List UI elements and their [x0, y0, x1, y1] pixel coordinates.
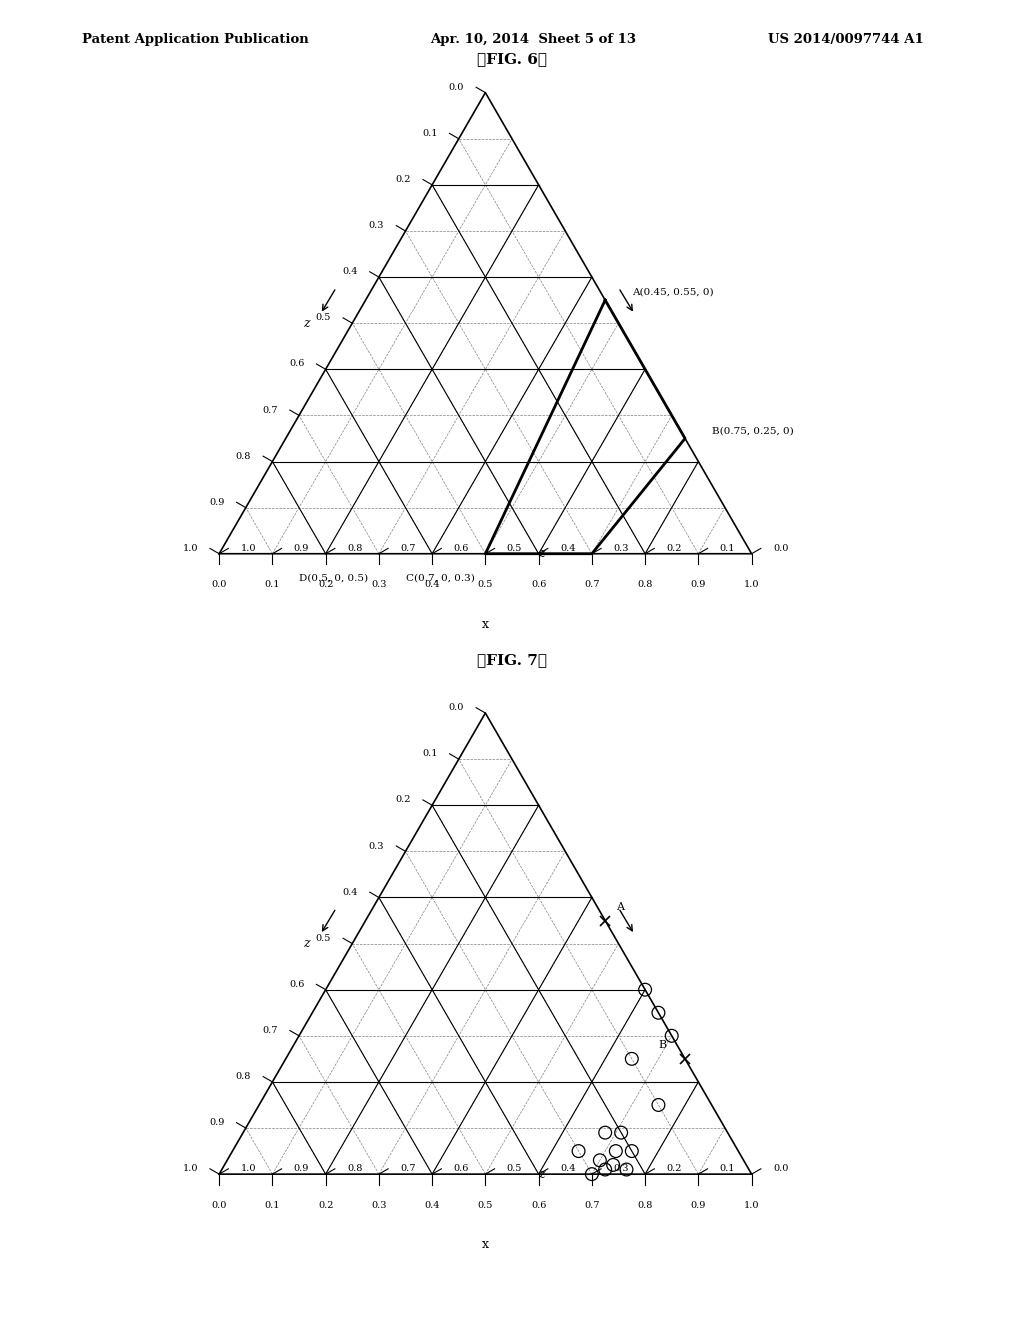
Text: x: x [482, 1238, 488, 1251]
Text: 0.1: 0.1 [264, 1201, 281, 1209]
Text: 0.0: 0.0 [212, 581, 227, 589]
Text: 0.8: 0.8 [347, 544, 362, 553]
Text: 0.0: 0.0 [449, 83, 464, 92]
Text: D(0.5, 0, 0.5): D(0.5, 0, 0.5) [299, 573, 369, 582]
Text: US 2014/0097744 A1: US 2014/0097744 A1 [768, 33, 924, 46]
Text: 0.9: 0.9 [209, 1118, 224, 1127]
Text: 0.5: 0.5 [477, 581, 494, 589]
Text: 0.7: 0.7 [584, 581, 600, 589]
Text: 0.5: 0.5 [507, 1164, 522, 1173]
Text: 0.2: 0.2 [667, 544, 682, 553]
Text: B(0.75, 0.25, 0): B(0.75, 0.25, 0) [712, 426, 794, 436]
Text: 0.2: 0.2 [317, 1201, 334, 1209]
Text: 0.4: 0.4 [424, 1201, 440, 1209]
Text: 0.0: 0.0 [773, 1164, 788, 1173]
Text: Apr. 10, 2014  Sheet 5 of 13: Apr. 10, 2014 Sheet 5 of 13 [430, 33, 636, 46]
Text: 1.0: 1.0 [182, 544, 198, 553]
Text: 0.4: 0.4 [560, 544, 575, 553]
Text: 0.3: 0.3 [369, 222, 384, 230]
Text: 0.6: 0.6 [530, 581, 547, 589]
Text: 0.3: 0.3 [613, 1164, 629, 1173]
Text: 0.3: 0.3 [613, 544, 629, 553]
Text: 0.7: 0.7 [262, 405, 278, 414]
Text: 0.8: 0.8 [347, 1164, 362, 1173]
Text: 0.4: 0.4 [424, 581, 440, 589]
Text: 0.7: 0.7 [400, 544, 416, 553]
Text: 0.7: 0.7 [400, 1164, 416, 1173]
Text: 0.5: 0.5 [315, 933, 331, 942]
Text: 0.8: 0.8 [637, 581, 652, 589]
Text: 0.2: 0.2 [667, 1164, 682, 1173]
Text: 0.6: 0.6 [289, 979, 304, 989]
Text: 0.0: 0.0 [212, 1201, 227, 1209]
Text: 1.0: 1.0 [743, 581, 760, 589]
Text: 0.9: 0.9 [209, 498, 224, 507]
Text: 0.6: 0.6 [289, 359, 304, 368]
Text: 0.3: 0.3 [371, 581, 387, 589]
Text: 0.1: 0.1 [422, 129, 437, 137]
Text: 0.9: 0.9 [294, 1164, 309, 1173]
Text: z: z [539, 548, 545, 560]
Text: 0.9: 0.9 [690, 1201, 706, 1209]
Text: 1.0: 1.0 [182, 1164, 198, 1173]
Text: 0.0: 0.0 [449, 704, 464, 713]
Text: 0.9: 0.9 [294, 544, 309, 553]
Text: 1.0: 1.0 [241, 544, 256, 553]
Text: C(0.7, 0, 0.3): C(0.7, 0, 0.3) [406, 573, 474, 582]
Text: 0.6: 0.6 [454, 1164, 469, 1173]
Text: 0.2: 0.2 [395, 176, 411, 183]
Text: 0.9: 0.9 [690, 581, 706, 589]
Text: 0.7: 0.7 [584, 1201, 600, 1209]
Text: 0.4: 0.4 [342, 887, 357, 896]
Text: 0.5: 0.5 [477, 1201, 494, 1209]
Text: z: z [539, 1168, 545, 1180]
Text: 0.4: 0.4 [342, 267, 357, 276]
Text: 0.7: 0.7 [262, 1026, 278, 1035]
Text: 0.2: 0.2 [317, 581, 334, 589]
Text: B: B [658, 1040, 667, 1051]
Text: 0.8: 0.8 [637, 1201, 652, 1209]
Text: 【FIG. 6】: 【FIG. 6】 [477, 53, 547, 66]
Text: 0.1: 0.1 [720, 1164, 735, 1173]
Text: 0.6: 0.6 [454, 544, 469, 553]
Text: 0.6: 0.6 [530, 1201, 547, 1209]
Text: 0.4: 0.4 [560, 1164, 575, 1173]
Text: 0.1: 0.1 [264, 581, 281, 589]
Text: z: z [303, 937, 309, 950]
Text: 0.3: 0.3 [369, 842, 384, 850]
Text: x: x [482, 618, 488, 631]
Text: 0.1: 0.1 [720, 544, 735, 553]
Text: 0.1: 0.1 [422, 750, 437, 758]
Text: 0.5: 0.5 [315, 313, 331, 322]
Text: 0.8: 0.8 [236, 451, 251, 461]
Text: 0.3: 0.3 [371, 1201, 387, 1209]
Text: 【FIG. 7】: 【FIG. 7】 [477, 653, 547, 667]
Text: 1.0: 1.0 [743, 1201, 760, 1209]
Text: 0.2: 0.2 [395, 796, 411, 804]
Text: A(0.45, 0.55, 0): A(0.45, 0.55, 0) [632, 288, 714, 297]
Text: A: A [615, 902, 624, 912]
Text: 1.0: 1.0 [241, 1164, 256, 1173]
Text: z: z [303, 317, 309, 330]
Text: 0.5: 0.5 [507, 544, 522, 553]
Text: 0.0: 0.0 [773, 544, 788, 553]
Text: 0.8: 0.8 [236, 1072, 251, 1081]
Text: Patent Application Publication: Patent Application Publication [82, 33, 308, 46]
